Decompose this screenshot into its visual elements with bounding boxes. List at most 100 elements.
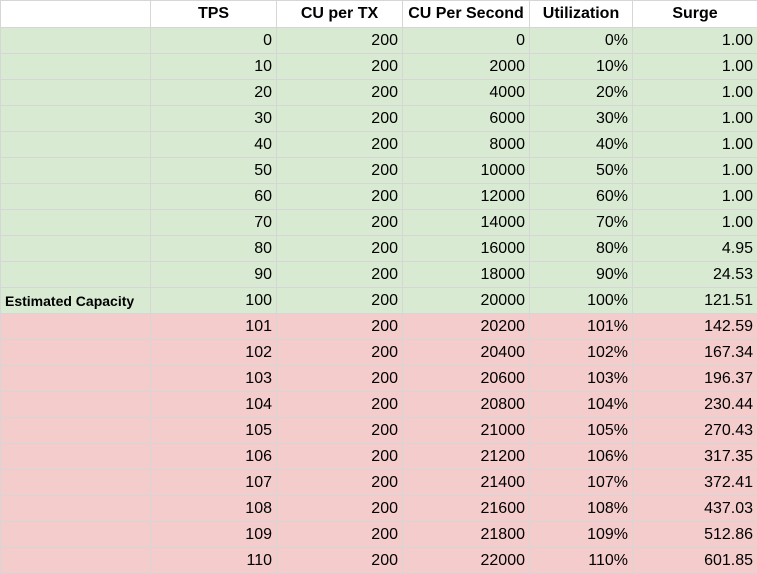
utilization-cell[interactable]: 10% (529, 53, 633, 80)
tps-cell[interactable]: 107 (150, 469, 277, 496)
surge-cell[interactable]: 601.85 (632, 547, 757, 574)
utilization-cell[interactable]: 90% (529, 261, 633, 288)
row-label-cell[interactable] (0, 313, 151, 340)
utilization-cell[interactable]: 101% (529, 313, 633, 340)
utilization-cell[interactable]: 107% (529, 469, 633, 496)
row-label-cell[interactable] (0, 365, 151, 392)
cu-per-tx-cell[interactable]: 200 (276, 417, 403, 444)
utilization-cell[interactable]: 40% (529, 131, 633, 158)
surge-cell[interactable]: 4.95 (632, 235, 757, 262)
row-label-cell[interactable] (0, 547, 151, 574)
surge-cell[interactable]: 437.03 (632, 495, 757, 522)
header-utilization[interactable]: Utilization (529, 0, 633, 28)
row-label-cell[interactable] (0, 391, 151, 418)
cu-per-second-cell[interactable]: 21000 (402, 417, 530, 444)
surge-cell[interactable]: 270.43 (632, 417, 757, 444)
tps-cell[interactable]: 105 (150, 417, 277, 444)
cu-per-second-cell[interactable]: 0 (402, 27, 530, 54)
row-label-cell[interactable] (0, 105, 151, 132)
surge-cell[interactable]: 1.00 (632, 27, 757, 54)
cu-per-tx-cell[interactable]: 200 (276, 157, 403, 184)
surge-cell[interactable]: 167.34 (632, 339, 757, 366)
surge-cell[interactable]: 142.59 (632, 313, 757, 340)
row-label-cell[interactable]: Estimated Capacity (0, 287, 151, 314)
tps-cell[interactable]: 70 (150, 209, 277, 236)
cu-per-second-cell[interactable]: 21600 (402, 495, 530, 522)
header-tps[interactable]: TPS (150, 0, 277, 28)
row-label-cell[interactable] (0, 339, 151, 366)
cu-per-second-cell[interactable]: 21400 (402, 469, 530, 496)
tps-cell[interactable]: 110 (150, 547, 277, 574)
row-label-cell[interactable] (0, 27, 151, 54)
cu-per-tx-cell[interactable]: 200 (276, 27, 403, 54)
surge-cell[interactable]: 512.86 (632, 521, 757, 548)
surge-cell[interactable]: 230.44 (632, 391, 757, 418)
tps-cell[interactable]: 80 (150, 235, 277, 262)
cu-per-tx-cell[interactable]: 200 (276, 365, 403, 392)
tps-cell[interactable]: 20 (150, 79, 277, 106)
surge-cell[interactable]: 317.35 (632, 443, 757, 470)
surge-cell[interactable]: 24.53 (632, 261, 757, 288)
cu-per-second-cell[interactable]: 20000 (402, 287, 530, 314)
utilization-cell[interactable]: 105% (529, 417, 633, 444)
tps-cell[interactable]: 109 (150, 521, 277, 548)
tps-cell[interactable]: 30 (150, 105, 277, 132)
surge-cell[interactable]: 1.00 (632, 131, 757, 158)
row-label-cell[interactable] (0, 495, 151, 522)
cu-per-second-cell[interactable]: 4000 (402, 79, 530, 106)
cu-per-tx-cell[interactable]: 200 (276, 547, 403, 574)
row-label-cell[interactable] (0, 209, 151, 236)
row-label-cell[interactable] (0, 261, 151, 288)
cu-per-tx-cell[interactable]: 200 (276, 287, 403, 314)
surge-cell[interactable]: 1.00 (632, 157, 757, 184)
surge-cell[interactable]: 372.41 (632, 469, 757, 496)
utilization-cell[interactable]: 103% (529, 365, 633, 392)
tps-cell[interactable]: 100 (150, 287, 277, 314)
header-label-column[interactable] (0, 0, 151, 28)
cu-per-tx-cell[interactable]: 200 (276, 339, 403, 366)
tps-cell[interactable]: 60 (150, 183, 277, 210)
cu-per-second-cell[interactable]: 20400 (402, 339, 530, 366)
cu-per-tx-cell[interactable]: 200 (276, 521, 403, 548)
cu-per-second-cell[interactable]: 16000 (402, 235, 530, 262)
cu-per-second-cell[interactable]: 20600 (402, 365, 530, 392)
utilization-cell[interactable]: 100% (529, 287, 633, 314)
row-label-cell[interactable] (0, 183, 151, 210)
tps-cell[interactable]: 50 (150, 157, 277, 184)
cu-per-tx-cell[interactable]: 200 (276, 469, 403, 496)
cu-per-tx-cell[interactable]: 200 (276, 209, 403, 236)
cu-per-second-cell[interactable]: 21200 (402, 443, 530, 470)
row-label-cell[interactable] (0, 417, 151, 444)
tps-cell[interactable]: 108 (150, 495, 277, 522)
cu-per-tx-cell[interactable]: 200 (276, 495, 403, 522)
tps-cell[interactable]: 40 (150, 131, 277, 158)
cu-per-second-cell[interactable]: 20200 (402, 313, 530, 340)
cu-per-second-cell[interactable]: 14000 (402, 209, 530, 236)
row-label-cell[interactable] (0, 443, 151, 470)
surge-cell[interactable]: 196.37 (632, 365, 757, 392)
utilization-cell[interactable]: 110% (529, 547, 633, 574)
surge-cell[interactable]: 121.51 (632, 287, 757, 314)
utilization-cell[interactable]: 109% (529, 521, 633, 548)
utilization-cell[interactable]: 20% (529, 79, 633, 106)
tps-cell[interactable]: 101 (150, 313, 277, 340)
header-cu-per-second[interactable]: CU Per Second (402, 0, 530, 28)
surge-cell[interactable]: 1.00 (632, 209, 757, 236)
utilization-cell[interactable]: 106% (529, 443, 633, 470)
row-label-cell[interactable] (0, 521, 151, 548)
cu-per-tx-cell[interactable]: 200 (276, 235, 403, 262)
cu-per-tx-cell[interactable]: 200 (276, 79, 403, 106)
surge-cell[interactable]: 1.00 (632, 183, 757, 210)
tps-cell[interactable]: 0 (150, 27, 277, 54)
tps-cell[interactable]: 104 (150, 391, 277, 418)
cu-per-second-cell[interactable]: 22000 (402, 547, 530, 574)
cu-per-second-cell[interactable]: 18000 (402, 261, 530, 288)
tps-cell[interactable]: 103 (150, 365, 277, 392)
utilization-cell[interactable]: 102% (529, 339, 633, 366)
cu-per-second-cell[interactable]: 12000 (402, 183, 530, 210)
utilization-cell[interactable]: 30% (529, 105, 633, 132)
cu-per-tx-cell[interactable]: 200 (276, 53, 403, 80)
header-surge[interactable]: Surge (632, 0, 757, 28)
tps-cell[interactable]: 102 (150, 339, 277, 366)
surge-cell[interactable]: 1.00 (632, 105, 757, 132)
